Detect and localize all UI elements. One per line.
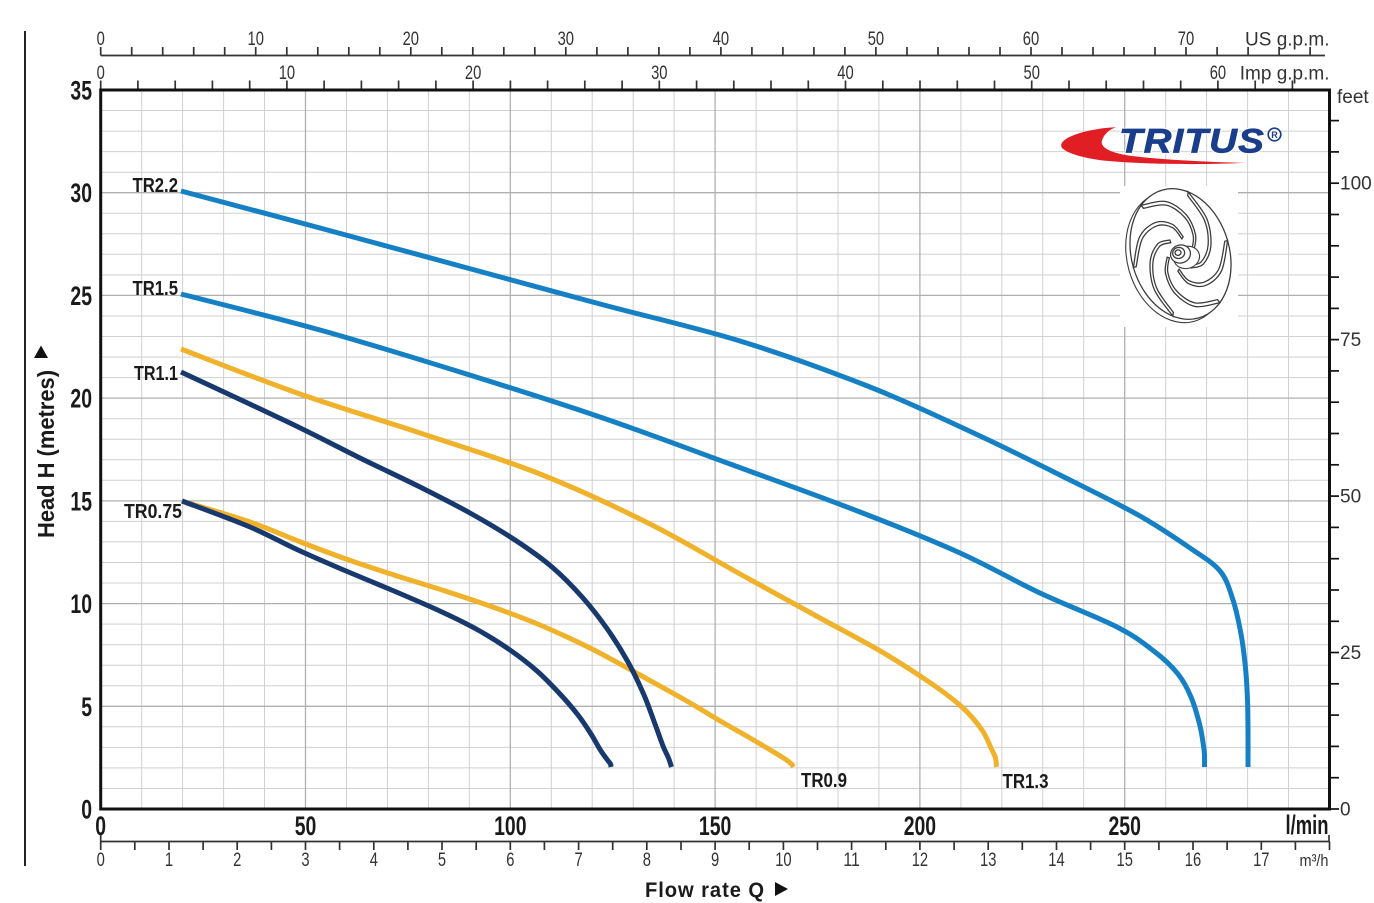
svg-text:40: 40	[713, 29, 729, 50]
svg-text:40: 40	[837, 63, 853, 84]
svg-text:25: 25	[70, 281, 92, 311]
svg-text:10: 10	[248, 29, 264, 50]
svg-text:50: 50	[1340, 487, 1361, 508]
svg-text:Head H (metres): Head H (metres)	[33, 370, 59, 538]
svg-text:Flow rate Q: Flow rate Q	[645, 878, 765, 902]
svg-text:100: 100	[1340, 174, 1372, 195]
svg-text:0: 0	[97, 63, 105, 84]
svg-text:1: 1	[165, 850, 173, 871]
svg-text:7: 7	[575, 850, 583, 871]
svg-text:16: 16	[1185, 850, 1201, 871]
svg-text:10: 10	[70, 589, 92, 619]
svg-text:25: 25	[1340, 643, 1361, 664]
svg-text:TR1.3: TR1.3	[1003, 771, 1049, 793]
svg-text:TR1.5: TR1.5	[133, 278, 179, 300]
svg-text:35: 35	[70, 76, 92, 106]
svg-text:14: 14	[1048, 850, 1065, 871]
svg-text:15: 15	[70, 486, 92, 516]
svg-text:75: 75	[1340, 330, 1361, 351]
svg-text:50: 50	[295, 811, 317, 841]
svg-text:100: 100	[494, 811, 526, 841]
svg-text:US g.p.m.: US g.p.m.	[1245, 30, 1329, 51]
svg-text:30: 30	[70, 178, 92, 208]
svg-text:10: 10	[775, 850, 791, 871]
svg-text:5: 5	[438, 850, 446, 871]
svg-text:0: 0	[1340, 800, 1351, 821]
svg-text:11: 11	[843, 850, 859, 871]
svg-text:5: 5	[81, 692, 92, 722]
svg-text:50: 50	[868, 29, 884, 50]
svg-text:10: 10	[279, 63, 295, 84]
svg-text:feet: feet	[1337, 87, 1369, 108]
svg-text:TR0.9: TR0.9	[801, 770, 847, 792]
svg-text:3: 3	[301, 850, 309, 871]
svg-text:30: 30	[651, 63, 667, 84]
svg-text:200: 200	[904, 811, 936, 841]
svg-text:60: 60	[1210, 63, 1226, 84]
svg-text:4: 4	[370, 850, 379, 871]
svg-text:m³/h: m³/h	[1300, 851, 1329, 870]
svg-text:250: 250	[1109, 811, 1141, 841]
svg-text:6: 6	[506, 850, 514, 871]
svg-text:0: 0	[95, 811, 106, 841]
svg-text:20: 20	[403, 29, 419, 50]
svg-text:13: 13	[980, 850, 996, 871]
svg-text:15: 15	[1117, 850, 1133, 871]
svg-text:l/min: l/min	[1286, 810, 1329, 840]
svg-text:TR1.1: TR1.1	[134, 363, 178, 385]
svg-text:20: 20	[70, 384, 92, 414]
svg-text:0: 0	[81, 795, 92, 825]
svg-text:70: 70	[1178, 29, 1194, 50]
svg-text:12: 12	[912, 850, 928, 871]
svg-text:TRITUS: TRITUS	[1119, 123, 1265, 161]
svg-text:R: R	[1271, 130, 1278, 140]
svg-text:TRITUS: TRITUS	[1119, 123, 1265, 161]
svg-text:30: 30	[558, 29, 574, 50]
svg-text:20: 20	[465, 63, 481, 84]
svg-text:0: 0	[97, 850, 105, 871]
svg-text:TR2.2: TR2.2	[133, 175, 179, 197]
svg-text:9: 9	[711, 850, 719, 871]
svg-text:50: 50	[1024, 63, 1040, 84]
svg-text:60: 60	[1023, 29, 1039, 50]
svg-text:Imp g.p.m.: Imp g.p.m.	[1240, 64, 1330, 85]
svg-text:8: 8	[643, 850, 651, 871]
svg-text:150: 150	[699, 811, 731, 841]
svg-text:2: 2	[233, 850, 241, 871]
svg-text:0: 0	[97, 29, 105, 50]
svg-text:TR0.75: TR0.75	[124, 501, 182, 523]
svg-text:17: 17	[1253, 850, 1269, 871]
